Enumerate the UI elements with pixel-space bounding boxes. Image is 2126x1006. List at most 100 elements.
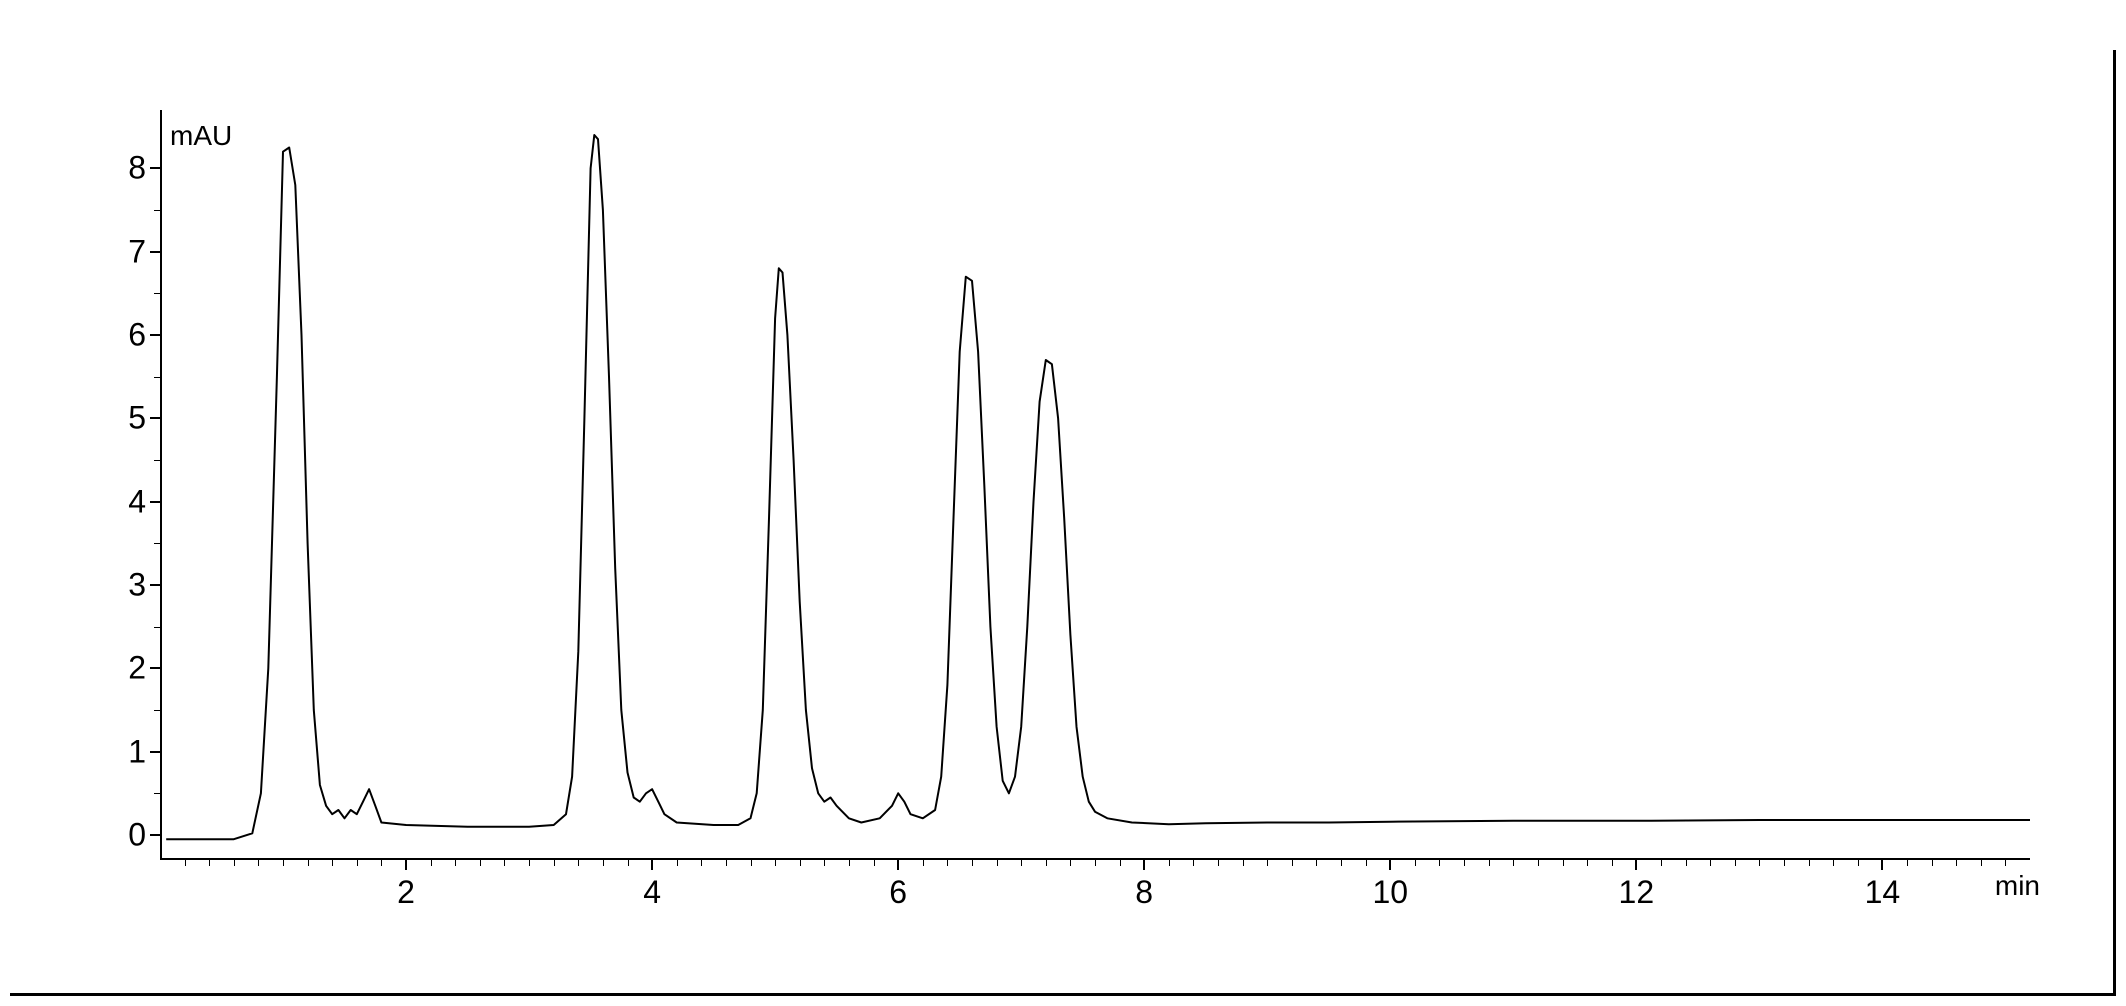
x-tick-label: 8	[1135, 874, 1153, 911]
chromatogram-chart: mAU 0123456782468101214 min	[80, 50, 2060, 930]
x-tick-label: 4	[643, 874, 661, 911]
x-tick-minor	[1415, 860, 1416, 866]
y-tick	[150, 417, 160, 419]
x-tick-minor	[480, 860, 481, 866]
x-tick-minor	[1292, 860, 1293, 866]
x-tick-minor	[258, 860, 259, 866]
y-tick-minor	[154, 543, 160, 544]
y-tick-label: 8	[128, 150, 146, 187]
y-tick-label: 4	[128, 483, 146, 520]
x-tick-minor	[283, 860, 284, 866]
x-tick-minor	[529, 860, 530, 866]
x-tick-minor	[726, 860, 727, 866]
x-tick-minor	[1981, 860, 1982, 866]
x-tick-minor	[677, 860, 678, 866]
y-tick-minor	[154, 377, 160, 378]
x-tick-minor	[1833, 860, 1834, 866]
x-tick-minor	[775, 860, 776, 866]
x-tick	[651, 860, 653, 870]
x-tick-minor	[1809, 860, 1810, 866]
x-tick-minor	[1858, 860, 1859, 866]
y-tick	[150, 667, 160, 669]
x-tick-minor	[1735, 860, 1736, 866]
x-tick	[1389, 860, 1391, 870]
x-tick-minor	[1341, 860, 1342, 866]
y-tick-label: 6	[128, 317, 146, 354]
x-tick-minor	[554, 860, 555, 866]
x-tick-minor	[332, 860, 333, 866]
y-tick	[150, 334, 160, 336]
chromatogram-trace	[160, 110, 2030, 860]
x-tick-minor	[357, 860, 358, 866]
y-tick	[150, 251, 160, 253]
x-tick-label: 14	[1865, 874, 1901, 911]
x-tick-minor	[1095, 860, 1096, 866]
y-tick-minor	[154, 460, 160, 461]
x-tick-minor	[504, 860, 505, 866]
x-tick-minor	[824, 860, 825, 866]
x-tick-minor	[1464, 860, 1465, 866]
x-tick-minor	[381, 860, 382, 866]
x-tick-label: 6	[889, 874, 907, 911]
x-tick-minor	[849, 860, 850, 866]
right-frame-border	[2113, 50, 2116, 996]
x-tick-minor	[1686, 860, 1687, 866]
bottom-frame-border	[10, 993, 2116, 996]
y-tick-label: 1	[128, 733, 146, 770]
y-tick-label: 5	[128, 400, 146, 437]
x-tick	[1635, 860, 1637, 870]
x-tick-minor	[1243, 860, 1244, 866]
y-tick-minor	[154, 627, 160, 628]
x-tick-label: 12	[1619, 874, 1655, 911]
x-tick-minor	[1513, 860, 1514, 866]
y-tick-minor	[154, 293, 160, 294]
x-tick-minor	[308, 860, 309, 866]
x-tick-minor	[1907, 860, 1908, 866]
x-tick-minor	[431, 860, 432, 866]
x-tick-minor	[1046, 860, 1047, 866]
y-tick	[150, 167, 160, 169]
x-tick-minor	[578, 860, 579, 866]
x-tick-minor	[603, 860, 604, 866]
x-tick-minor	[1489, 860, 1490, 866]
x-tick-minor	[1218, 860, 1219, 866]
x-tick-minor	[1784, 860, 1785, 866]
x-tick-minor	[455, 860, 456, 866]
y-tick-label: 3	[128, 567, 146, 604]
x-tick-minor	[209, 860, 210, 866]
x-tick-minor	[1316, 860, 1317, 866]
x-tick-minor	[1366, 860, 1367, 866]
x-tick-minor	[1169, 860, 1170, 866]
x-tick	[1143, 860, 1145, 870]
x-tick-minor	[1587, 860, 1588, 866]
x-tick-minor	[923, 860, 924, 866]
x-tick	[897, 860, 899, 870]
y-tick	[150, 834, 160, 836]
x-tick-minor	[1021, 860, 1022, 866]
x-tick-minor	[1538, 860, 1539, 866]
x-tick-minor	[1956, 860, 1957, 866]
y-tick	[150, 584, 160, 586]
x-tick	[405, 860, 407, 870]
x-tick-minor	[1070, 860, 1071, 866]
x-tick-minor	[701, 860, 702, 866]
x-tick-minor	[1759, 860, 1760, 866]
x-tick-minor	[1710, 860, 1711, 866]
x-tick-minor	[234, 860, 235, 866]
y-tick-minor	[154, 710, 160, 711]
x-tick-minor	[874, 860, 875, 866]
y-tick	[150, 751, 160, 753]
x-tick-minor	[947, 860, 948, 866]
x-tick-minor	[800, 860, 801, 866]
x-tick-minor	[1563, 860, 1564, 866]
x-tick-minor	[1193, 860, 1194, 866]
x-tick-minor	[2005, 860, 2006, 866]
y-tick-label: 2	[128, 650, 146, 687]
x-tick-minor	[997, 860, 998, 866]
x-tick-minor	[1267, 860, 1268, 866]
x-tick-minor	[628, 860, 629, 866]
x-tick-minor	[1120, 860, 1121, 866]
x-tick-label: 10	[1372, 874, 1408, 911]
x-tick-label: 2	[397, 874, 415, 911]
y-tick-label: 7	[128, 233, 146, 270]
